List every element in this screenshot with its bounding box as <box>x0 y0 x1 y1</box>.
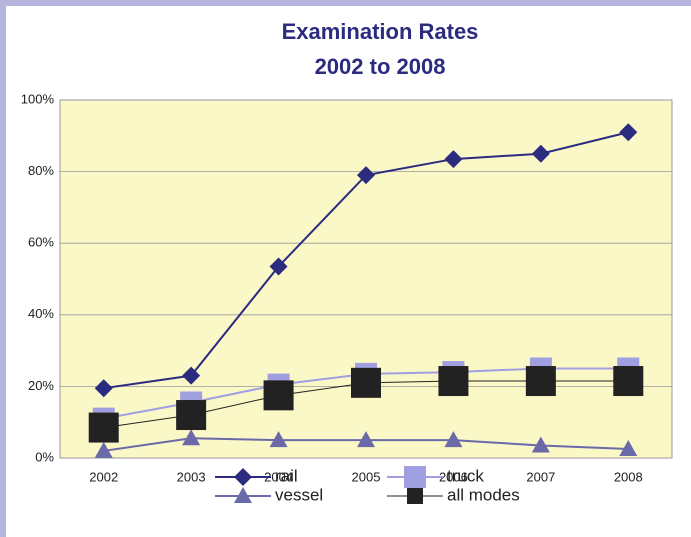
x-tick-label: 2005 <box>352 469 381 484</box>
x-tick-label: 2002 <box>89 469 118 484</box>
x-tick-label: 2004 <box>264 469 293 484</box>
marker <box>182 429 201 446</box>
marker <box>94 441 113 458</box>
marker <box>613 366 644 397</box>
chart-subtitle: 2002 to 2008 <box>315 54 446 79</box>
marker <box>438 366 469 397</box>
y-tick-label: 80% <box>28 163 54 178</box>
plot-area <box>59 99 673 459</box>
marker <box>182 366 201 385</box>
marker <box>444 150 463 169</box>
y-tick-label: 20% <box>28 378 54 393</box>
marker <box>444 431 463 448</box>
marker <box>94 379 113 398</box>
legend-label: all modes <box>447 485 520 504</box>
x-tick-label: 2007 <box>526 469 555 484</box>
marker <box>269 431 288 448</box>
marker <box>269 257 288 276</box>
marker <box>531 436 550 453</box>
chart-title: Examination Rates <box>282 19 479 44</box>
marker <box>531 144 550 163</box>
legend-label: truck <box>447 466 484 485</box>
marker <box>619 440 638 457</box>
legend-marker <box>404 466 426 488</box>
x-tick-label: 2006 <box>439 469 468 484</box>
y-tick-label: 100% <box>21 91 55 106</box>
marker <box>619 123 638 142</box>
y-tick-label: 60% <box>28 235 54 250</box>
marker <box>357 166 375 185</box>
x-tick-label: 2003 <box>177 469 206 484</box>
marker <box>263 380 294 411</box>
marker <box>88 412 119 443</box>
legend-label: rail <box>275 466 298 485</box>
legend-marker <box>407 488 423 504</box>
marker <box>357 431 375 448</box>
y-tick-label: 40% <box>28 306 54 321</box>
legend-marker <box>234 487 252 503</box>
legend-label: vessel <box>275 485 323 504</box>
marker <box>525 366 556 397</box>
y-tick-label: 0% <box>35 449 54 464</box>
legend-marker <box>234 468 252 486</box>
marker <box>176 400 207 431</box>
marker <box>351 367 381 398</box>
x-tick-label: 2008 <box>614 469 643 484</box>
